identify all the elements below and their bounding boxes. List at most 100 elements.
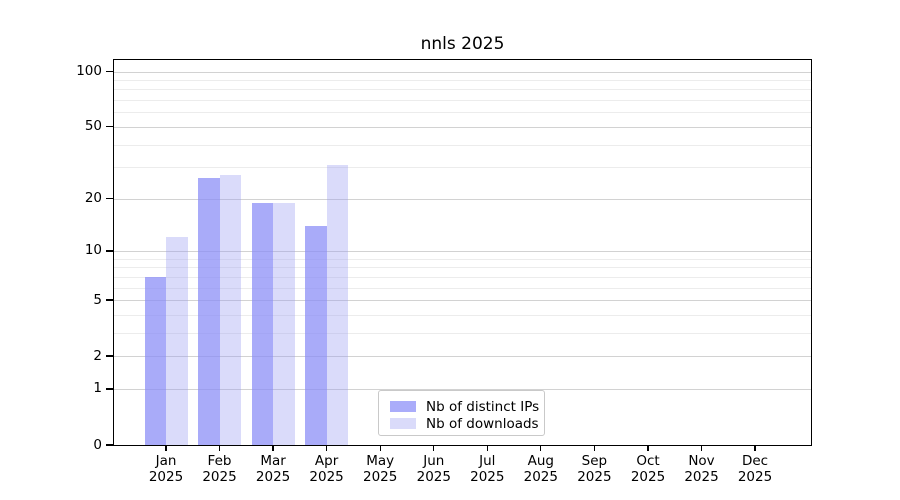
x-label-month: Feb [207,453,232,469]
x-label-month: Mar [260,453,286,469]
major-gridline-5 [114,300,811,301]
x-label-year: 2025 [148,469,184,485]
bar-nb-of-downloads-apr [326,164,349,445]
minor-gridline-40 [114,144,811,146]
x-tick-label-apr: Apr 2025 [292,453,362,485]
x-tick-label-jul: Jul 2025 [452,453,522,485]
minor-gridline-7 [114,276,811,278]
x-label-year: 2025 [202,469,237,485]
x-label-month: Jun [423,453,445,469]
x-label-month: May [366,453,395,469]
legend-item-downloads: Nb of downloads [390,415,544,432]
x-tick-label-oct: Oct 2025 [613,453,683,485]
x-label-month: Oct [636,453,660,469]
x-tick-label-dec: Dec 2025 [720,453,790,485]
x-tick-mar [272,446,274,451]
y-tick-label-0: 0 [93,436,102,453]
x-label-month: Jan [155,453,177,469]
x-label-year: 2025 [684,469,719,485]
y-tick-label-2: 2 [93,347,102,364]
x-label-month: Nov [688,453,715,469]
minor-gridline-9 [114,258,811,260]
legend-item-distinct-ips: Nb of distinct IPs [390,398,544,415]
major-gridline-50 [114,126,811,128]
y-tick-20 [106,197,113,200]
x-tick-label-nov: Nov 2025 [667,453,737,485]
x-tick-apr [325,446,328,451]
x-label-year: 2025 [523,469,558,485]
bar-nb-of-downloads-jan [166,237,188,445]
bar-nb-of-downloads-mar [273,202,295,445]
minor-gridline-30 [114,167,811,169]
bar-nb-of-distinct-ips-apr [305,225,327,445]
x-tick-feb [218,446,221,451]
minor-gridline-80 [114,89,811,91]
x-tick-label-mar: Mar 2025 [238,453,308,485]
x-label-year: 2025 [737,469,773,485]
x-label-year: 2025 [309,469,344,485]
x-tick-sep [593,446,596,451]
x-tick-jul [486,446,488,451]
x-label-month: Jul [479,453,496,469]
x-tick-nov [700,446,703,451]
legend-swatch-downloads [390,418,416,429]
minor-gridline-8 [114,267,811,269]
x-tick-dec [754,446,756,451]
chart-title: nnls 2025 [420,34,505,54]
y-tick-label-20: 20 [84,190,102,207]
y-tick-5 [106,299,113,301]
x-label-year: 2025 [255,469,291,485]
major-gridline-2 [114,356,811,358]
x-tick-label-feb: Feb 2025 [185,453,255,485]
x-label-month: Dec [741,453,769,469]
bar-nb-of-downloads-feb [219,175,241,445]
minor-gridline-3 [114,332,811,334]
major-gridline-1 [114,388,811,390]
minor-gridline-6 [114,287,811,289]
x-tick-label-sep: Sep 2025 [559,453,629,485]
y-tick-label-1: 1 [93,380,102,397]
legend: Nb of distinct IPs Nb of downloads [378,390,545,436]
bar-nb-of-distinct-ips-feb [198,178,220,445]
y-tick-label-100: 100 [76,63,102,79]
y-tick-10 [106,250,113,252]
x-tick-label-may: May 2025 [345,453,415,485]
y-tick-label-10: 10 [84,242,102,259]
x-label-year: 2025 [470,469,505,485]
major-gridline-10 [114,250,811,252]
x-tick-label-jun: Jun 2025 [399,453,469,485]
bar-nb-of-distinct-ips-jan [144,276,166,445]
x-tick-may [379,446,381,451]
x-tick-aug [540,446,542,451]
y-tick-0 [106,444,113,446]
minor-gridline-70 [114,100,811,101]
plot-area: Nb of distinct IPs Nb of downloads 0 1 2 5 1… [76,59,812,485]
x-tick-jun [433,446,435,451]
x-tick-oct [647,446,649,451]
x-label-month: Apr [314,453,339,469]
minor-gridline-60 [114,112,811,114]
major-gridline-100 [114,71,811,73]
x-label-month: Sep [581,453,608,469]
y-tick-50 [106,126,113,128]
y-tick-100 [106,70,113,73]
y-tick-label-50: 50 [84,118,102,135]
major-gridline-20 [114,198,811,200]
x-tick-label-jan: Jan 2025 [131,453,201,485]
minor-gridline-4 [114,314,811,316]
y-tick-label-5: 5 [93,291,102,308]
x-label-year: 2025 [577,469,612,485]
x-tick-jan [165,446,167,451]
bar-nb-of-distinct-ips-mar [251,202,274,445]
legend-label-downloads: Nb of downloads [426,415,539,432]
y-tick-1 [106,388,113,390]
x-label-month: Aug [527,453,554,469]
minor-gridline-90 [114,79,811,81]
legend-swatch-distinct-ips [390,401,416,412]
y-tick-2 [106,355,113,357]
legend-label-distinct-ips: Nb of distinct IPs [426,398,540,415]
x-label-year: 2025 [416,469,451,485]
x-tick-label-aug: Aug 2025 [506,453,576,485]
x-label-year: 2025 [630,469,666,485]
